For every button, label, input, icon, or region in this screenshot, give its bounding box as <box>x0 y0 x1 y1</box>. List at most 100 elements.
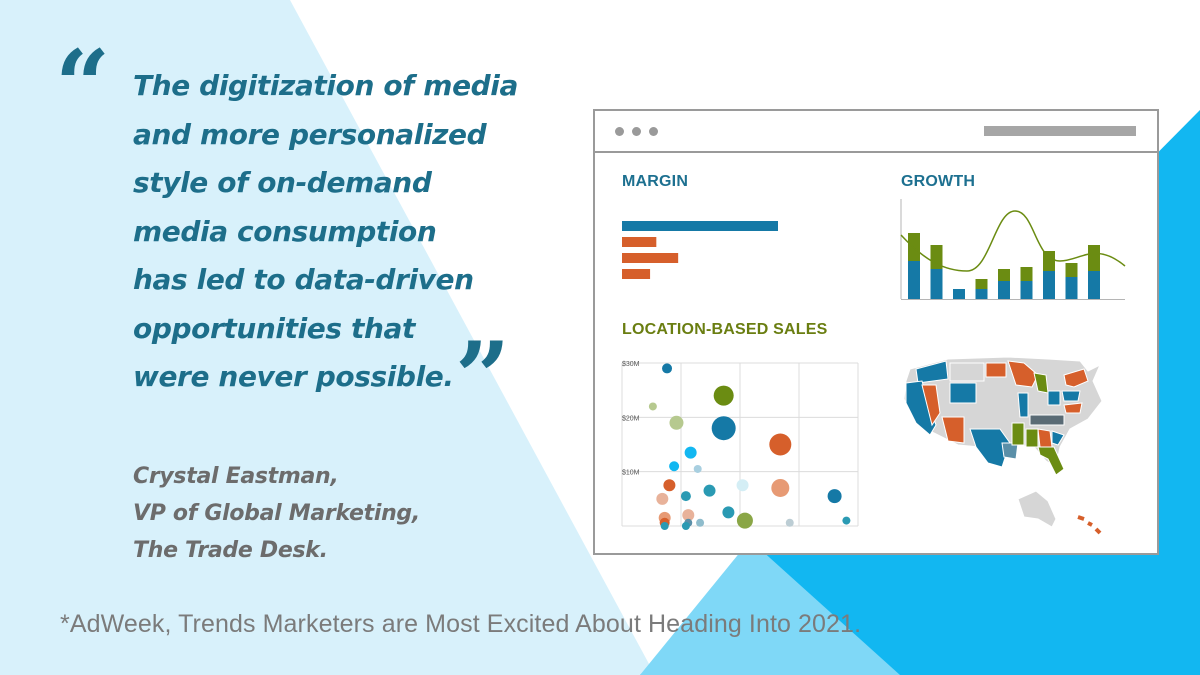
scatter-point <box>663 479 676 492</box>
margin-bar <box>622 221 778 231</box>
attribution-name: Crystal Eastman, <box>133 464 339 489</box>
map-state-nd <box>985 362 1007 378</box>
growth-bar-base <box>1020 281 1033 299</box>
bg-light-panel <box>0 0 655 675</box>
window-dot-icon <box>615 127 624 136</box>
scatter-point <box>713 385 734 406</box>
map-state-ny <box>1063 368 1089 388</box>
map-state-il <box>1017 392 1029 418</box>
growth-bar-base <box>930 269 943 299</box>
sales-scatter-chart: $30M $20M $10M <box>621 361 859 530</box>
scatter-point <box>711 416 736 441</box>
map-state-ak <box>1017 490 1057 528</box>
map-state-wa <box>915 360 949 384</box>
map-state-mn-wi <box>1007 360 1039 388</box>
attribution-company: The Trade Desk. <box>133 538 328 563</box>
attribution-title: VP of Global Marketing, <box>133 501 420 526</box>
growth-bar-base <box>953 289 965 299</box>
map-state-ga <box>1037 428 1053 448</box>
map-state-fl <box>1037 446 1065 476</box>
map-state-nv <box>921 384 941 427</box>
growth-bar-top <box>1088 245 1100 271</box>
quote-line: The digitization of media <box>133 69 518 102</box>
map-state-az <box>941 416 965 444</box>
map-state-oh <box>1047 390 1061 406</box>
quote-line: media consumption <box>133 214 437 248</box>
margin-bar <box>622 237 657 247</box>
map-state-sc <box>1051 430 1065 446</box>
scatter-tick-label: $30M <box>622 361 640 368</box>
quote-text: The digitization of media and more person… <box>133 62 553 402</box>
open-quote-icon: “ <box>55 29 111 142</box>
map-state-va <box>1063 402 1083 414</box>
scatter-point <box>669 415 684 430</box>
scatter-point <box>769 433 792 456</box>
map-state-hi <box>1077 515 1102 535</box>
scatter-point <box>660 522 669 530</box>
map-state-pa <box>1061 390 1081 402</box>
growth-bar-base <box>908 261 920 299</box>
growth-bar-base <box>1088 271 1100 299</box>
scatter-point <box>648 402 657 411</box>
map-state-ky-tn <box>1029 414 1065 426</box>
window-dot-icon <box>649 127 658 136</box>
growth-bar-top <box>1065 263 1078 277</box>
scatter-point <box>842 516 851 525</box>
margin-chart-title: MARGIN <box>622 173 689 190</box>
address-bar <box>984 126 1136 136</box>
scatter-point <box>771 478 790 497</box>
scatter-point <box>827 489 842 504</box>
map-state-wy <box>949 382 977 404</box>
quote-line: and more personalized <box>133 117 487 151</box>
margin-bar <box>622 253 679 263</box>
growth-bar-chart <box>900 199 1126 300</box>
scatter-point <box>696 518 705 527</box>
us-map <box>903 356 1103 535</box>
growth-bar-base <box>1065 277 1078 299</box>
footnote: *AdWeek, Trends Marketers are Most Excit… <box>60 610 862 638</box>
scatter-point <box>662 363 673 374</box>
margin-bar <box>622 269 651 279</box>
margin-bar-chart <box>622 221 778 279</box>
scatter-point <box>722 506 735 519</box>
quote-line: opportunities that <box>133 311 416 345</box>
window-dot-icon <box>632 127 641 136</box>
scatter-point <box>785 518 794 527</box>
close-quote-icon: ” <box>455 321 511 434</box>
map-state-mt <box>949 362 985 382</box>
growth-bar-base <box>1043 271 1055 299</box>
scatter-point <box>681 522 690 530</box>
browser-window: MARGIN GROWTH LOCATION-BASED SALES $30M $… <box>593 109 1159 555</box>
map-state-ms <box>1011 422 1025 446</box>
quote-line: were never possible. <box>133 360 454 393</box>
scatter-point <box>656 492 669 505</box>
growth-trend-line <box>900 210 1126 272</box>
growth-bar-top <box>998 269 1010 281</box>
scatter-point <box>682 509 695 522</box>
dashboard-charts: $30M $20M $10M <box>621 199 1126 535</box>
scatter-point <box>684 446 697 459</box>
scatter-point <box>736 512 753 529</box>
scatter-tick-label: $10M <box>622 470 640 477</box>
growth-bar-top <box>1043 251 1055 271</box>
scatter-point <box>736 479 749 492</box>
quote-line: style of on-demand <box>133 166 432 199</box>
map-state-tx <box>969 428 1011 468</box>
scatter-point <box>680 491 691 502</box>
quote-line: has led to data-driven <box>133 263 474 296</box>
growth-chart-title: GROWTH <box>901 173 976 190</box>
sales-chart-title: LOCATION-BASED SALES <box>622 321 828 338</box>
map-state-al <box>1025 428 1039 448</box>
attribution: Crystal Eastman, VP of Global Marketing,… <box>133 458 420 569</box>
scatter-point <box>703 484 716 497</box>
growth-bar-top <box>930 245 943 269</box>
scatter-tick-label: $20M <box>622 415 640 422</box>
scatter-point <box>669 461 680 472</box>
browser-toolbar <box>595 111 1157 153</box>
scatter-point <box>693 464 702 473</box>
growth-bar-base <box>975 289 988 299</box>
growth-bar-top <box>975 279 988 289</box>
bg-mid-triangle <box>640 540 900 675</box>
growth-bar-base <box>998 281 1010 299</box>
growth-bar-top <box>1020 267 1033 281</box>
